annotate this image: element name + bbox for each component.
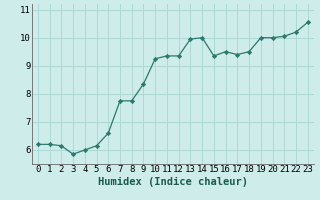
X-axis label: Humidex (Indice chaleur): Humidex (Indice chaleur) bbox=[98, 177, 248, 187]
